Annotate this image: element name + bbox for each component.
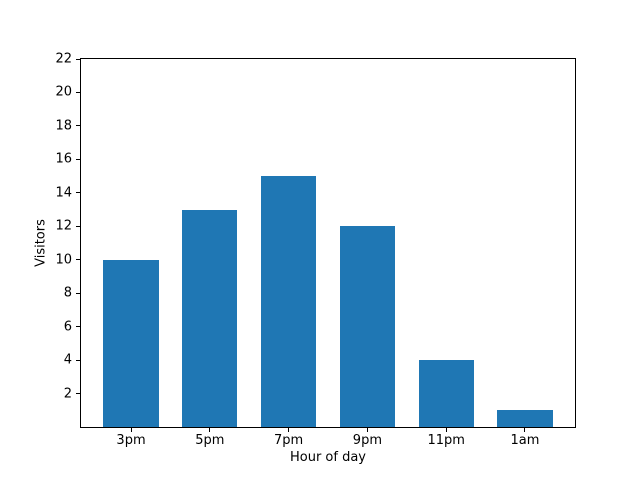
y-axis-label: Visitors — [33, 219, 49, 267]
x-tick-mark — [130, 428, 132, 432]
y-tick-mark — [76, 393, 80, 395]
x-tick-label-7pm: 7pm — [274, 433, 304, 448]
x-tick-mark — [209, 428, 211, 432]
bar-1am — [497, 410, 553, 427]
bar-5pm — [182, 209, 238, 427]
y-tick-mark — [76, 292, 80, 294]
x-tick-label-11pm: 11pm — [427, 433, 465, 448]
x-tick-label-9pm: 9pm — [352, 433, 382, 448]
y-tick-mark — [76, 192, 80, 194]
x-tick-mark — [366, 428, 368, 432]
y-tick-mark — [76, 58, 80, 60]
bar-9pm — [339, 226, 395, 427]
x-tick-mark — [524, 428, 526, 432]
y-tick-label: 2 — [63, 386, 72, 402]
x-tick-label-1am: 1am — [510, 433, 540, 448]
y-tick-mark — [76, 225, 80, 227]
y-tick-mark — [76, 359, 80, 361]
x-tick-label-5pm: 5pm — [195, 433, 225, 448]
bar-3pm — [103, 259, 159, 427]
y-tick-label: 20 — [55, 84, 72, 100]
y-tick-mark — [76, 91, 80, 93]
y-tick-mark — [76, 158, 80, 160]
y-tick-mark — [76, 125, 80, 127]
y-tick-label: 10 — [55, 252, 72, 268]
y-tick-label: 6 — [63, 319, 72, 335]
plot-area: 2 4 6 8 10 12 14 16 18 20 22 3pm 5pm 7pm 9pm 11pm 1am V… — [34, 53, 576, 464]
x-axis-label: Hour of day — [289, 450, 367, 465]
bar-11pm — [418, 360, 474, 427]
y-tick-mark — [76, 259, 80, 261]
bar-7pm — [261, 176, 317, 427]
y-tick-label: 14 — [55, 185, 72, 201]
y-tick-label: 18 — [55, 118, 72, 134]
y-tick-label: 22 — [55, 51, 72, 67]
y-tick-label: 4 — [63, 352, 72, 368]
x-tick-label-3pm: 3pm — [116, 433, 146, 448]
y-tick-label: 8 — [63, 285, 72, 301]
x-tick-mark — [288, 428, 290, 432]
x-tick-mark — [445, 428, 447, 432]
y-tick-label: 16 — [55, 151, 72, 167]
y-tick-mark — [76, 326, 80, 328]
y-tick-label: 12 — [55, 218, 72, 234]
